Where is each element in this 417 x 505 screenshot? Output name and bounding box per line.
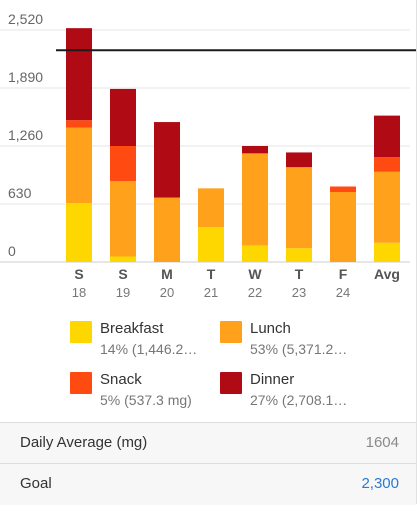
legend-detail-snack: 5% (537.3 mg) (100, 392, 192, 408)
x-category-label: Avg (374, 266, 400, 282)
daily-average-label: Daily Average (mg) (20, 434, 148, 451)
x-category-label: S (74, 266, 83, 282)
bar-segment-dinner (154, 122, 180, 198)
legend-detail-breakfast: 14% (1,446.2… (100, 341, 198, 357)
bar-segment-breakfast (198, 227, 224, 262)
chart-legend: Breakfast 14% (1,446.2… Lunch 53% (5,371… (0, 308, 417, 420)
bar-segment-snack (66, 120, 92, 128)
legend-swatch-breakfast (70, 321, 92, 343)
legend-item-lunch[interactable]: Lunch 53% (5,371.2… (220, 320, 410, 364)
bar-segment-lunch (286, 167, 312, 249)
bar-segment-lunch (374, 171, 400, 243)
stacked-bar-chart: 2,520 1,890 1,260 630 0 S 18 S 19 M 20 T 21 W 22 T 23 F 24… (0, 11, 416, 300)
bar-segment-dinner (110, 88, 136, 146)
legend-detail-lunch: 53% (5,371.2… (250, 341, 348, 357)
legend-label-dinner: Dinner (250, 371, 295, 388)
bar-segment-lunch (330, 192, 356, 262)
legend-item-dinner[interactable]: Dinner 27% (2,708.1… (220, 371, 410, 415)
legend-item-breakfast[interactable]: Breakfast 14% (1,446.2… (70, 320, 260, 364)
bar-segment-breakfast (110, 256, 136, 262)
y-tick-label: 2,520 (8, 11, 43, 27)
x-category-label: T (207, 266, 216, 282)
bar-segment-dinner (286, 152, 312, 168)
bar-segment-snack (110, 146, 136, 181)
daily-average-row: Daily Average (mg) 1604 (0, 422, 417, 463)
bar-segment-breakfast (286, 248, 312, 262)
legend-swatch-lunch (220, 321, 242, 343)
bar-segment-dinner (374, 115, 400, 158)
legend-label-snack: Snack (100, 371, 142, 388)
y-tick-label: 1,890 (8, 69, 43, 85)
bar-segment-breakfast (242, 245, 268, 262)
bar-segment-lunch (242, 153, 268, 246)
bar-segment-dinner (242, 146, 268, 154)
bar-segment-breakfast (374, 242, 400, 262)
bar-segment-lunch (198, 188, 224, 228)
x-category-label: W (248, 266, 262, 282)
x-date-label: 18 (72, 285, 86, 300)
x-category-label: F (339, 266, 348, 282)
x-date-label: 20 (160, 285, 174, 300)
y-tick-label: 0 (8, 243, 16, 259)
legend-label-breakfast: Breakfast (100, 320, 164, 337)
y-tick-label: 1,260 (8, 127, 43, 143)
bar-segment-lunch (154, 197, 180, 262)
x-category-label: M (161, 266, 173, 282)
goal-row[interactable]: Goal 2,300 (0, 463, 417, 505)
bar-segment-lunch (66, 127, 92, 204)
x-category-label: S (118, 266, 127, 282)
x-date-label: 24 (336, 285, 350, 300)
legend-label-lunch: Lunch (250, 320, 291, 337)
legend-swatch-dinner (220, 372, 242, 394)
bar-segment-lunch (110, 180, 136, 257)
legend-swatch-snack (70, 372, 92, 394)
goal-value[interactable]: 2,300 (361, 475, 399, 492)
bar-segment-snack (330, 186, 356, 193)
x-category-label: T (295, 266, 304, 282)
bar-segment-snack (374, 157, 400, 172)
x-date-label: 22 (248, 285, 262, 300)
legend-detail-dinner: 27% (2,708.1… (250, 392, 348, 408)
goal-label: Goal (20, 475, 52, 492)
x-date-label: 19 (116, 285, 130, 300)
y-tick-label: 630 (8, 185, 32, 201)
legend-item-snack[interactable]: Snack 5% (537.3 mg) (70, 371, 260, 415)
x-date-label: 21 (204, 285, 218, 300)
bar-segment-dinner (66, 28, 92, 121)
daily-average-value: 1604 (365, 434, 399, 451)
x-date-label: 23 (292, 285, 306, 300)
bar-segment-breakfast (66, 203, 92, 262)
